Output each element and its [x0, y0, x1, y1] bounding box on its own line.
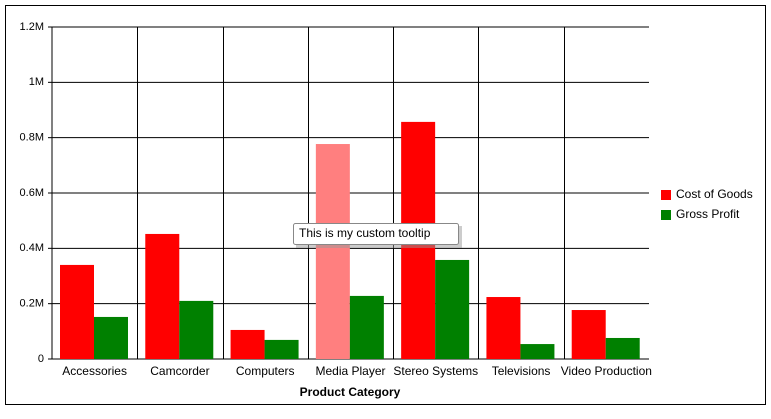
y-tick-label: 0.8M [20, 132, 44, 144]
x-tick-label: Camcorder [150, 364, 209, 378]
y-tick-label: 0 [38, 353, 44, 365]
x-axis-title: Product Category [300, 385, 401, 399]
legend-label: Gross Profit [676, 207, 740, 221]
x-tick-label: Stereo Systems [393, 364, 478, 378]
bar [230, 329, 265, 359]
x-tick-label: Computers [236, 364, 295, 378]
x-tick-label: Televisions [492, 364, 551, 378]
tooltip [293, 223, 459, 245]
legend-swatch [661, 210, 671, 220]
bar [60, 264, 94, 359]
x-tick-label: Accessories [62, 364, 127, 378]
bar [486, 297, 521, 359]
x-tick-label: Media Player [315, 364, 385, 378]
y-tick-label: 1.2M [20, 21, 44, 33]
bar [435, 259, 470, 359]
y-tick-label: 0.4M [20, 242, 44, 254]
bar [264, 339, 299, 359]
y-tick-label: 1M [29, 76, 44, 88]
bar [94, 316, 128, 359]
bar [349, 295, 384, 359]
y-tick-label: 0.6M [20, 187, 44, 199]
y-tick-label: 0.2M [20, 298, 44, 310]
bar [520, 344, 555, 359]
legend-swatch [661, 190, 671, 200]
tooltip-text: This is my custom tooltip [299, 226, 431, 240]
bar [145, 233, 180, 359]
bar [315, 144, 350, 359]
legend-label: Cost of Goods [676, 187, 753, 201]
bar [605, 337, 640, 359]
bar [179, 300, 214, 359]
bar [571, 310, 606, 359]
x-tick-label: Video Production [561, 364, 652, 378]
